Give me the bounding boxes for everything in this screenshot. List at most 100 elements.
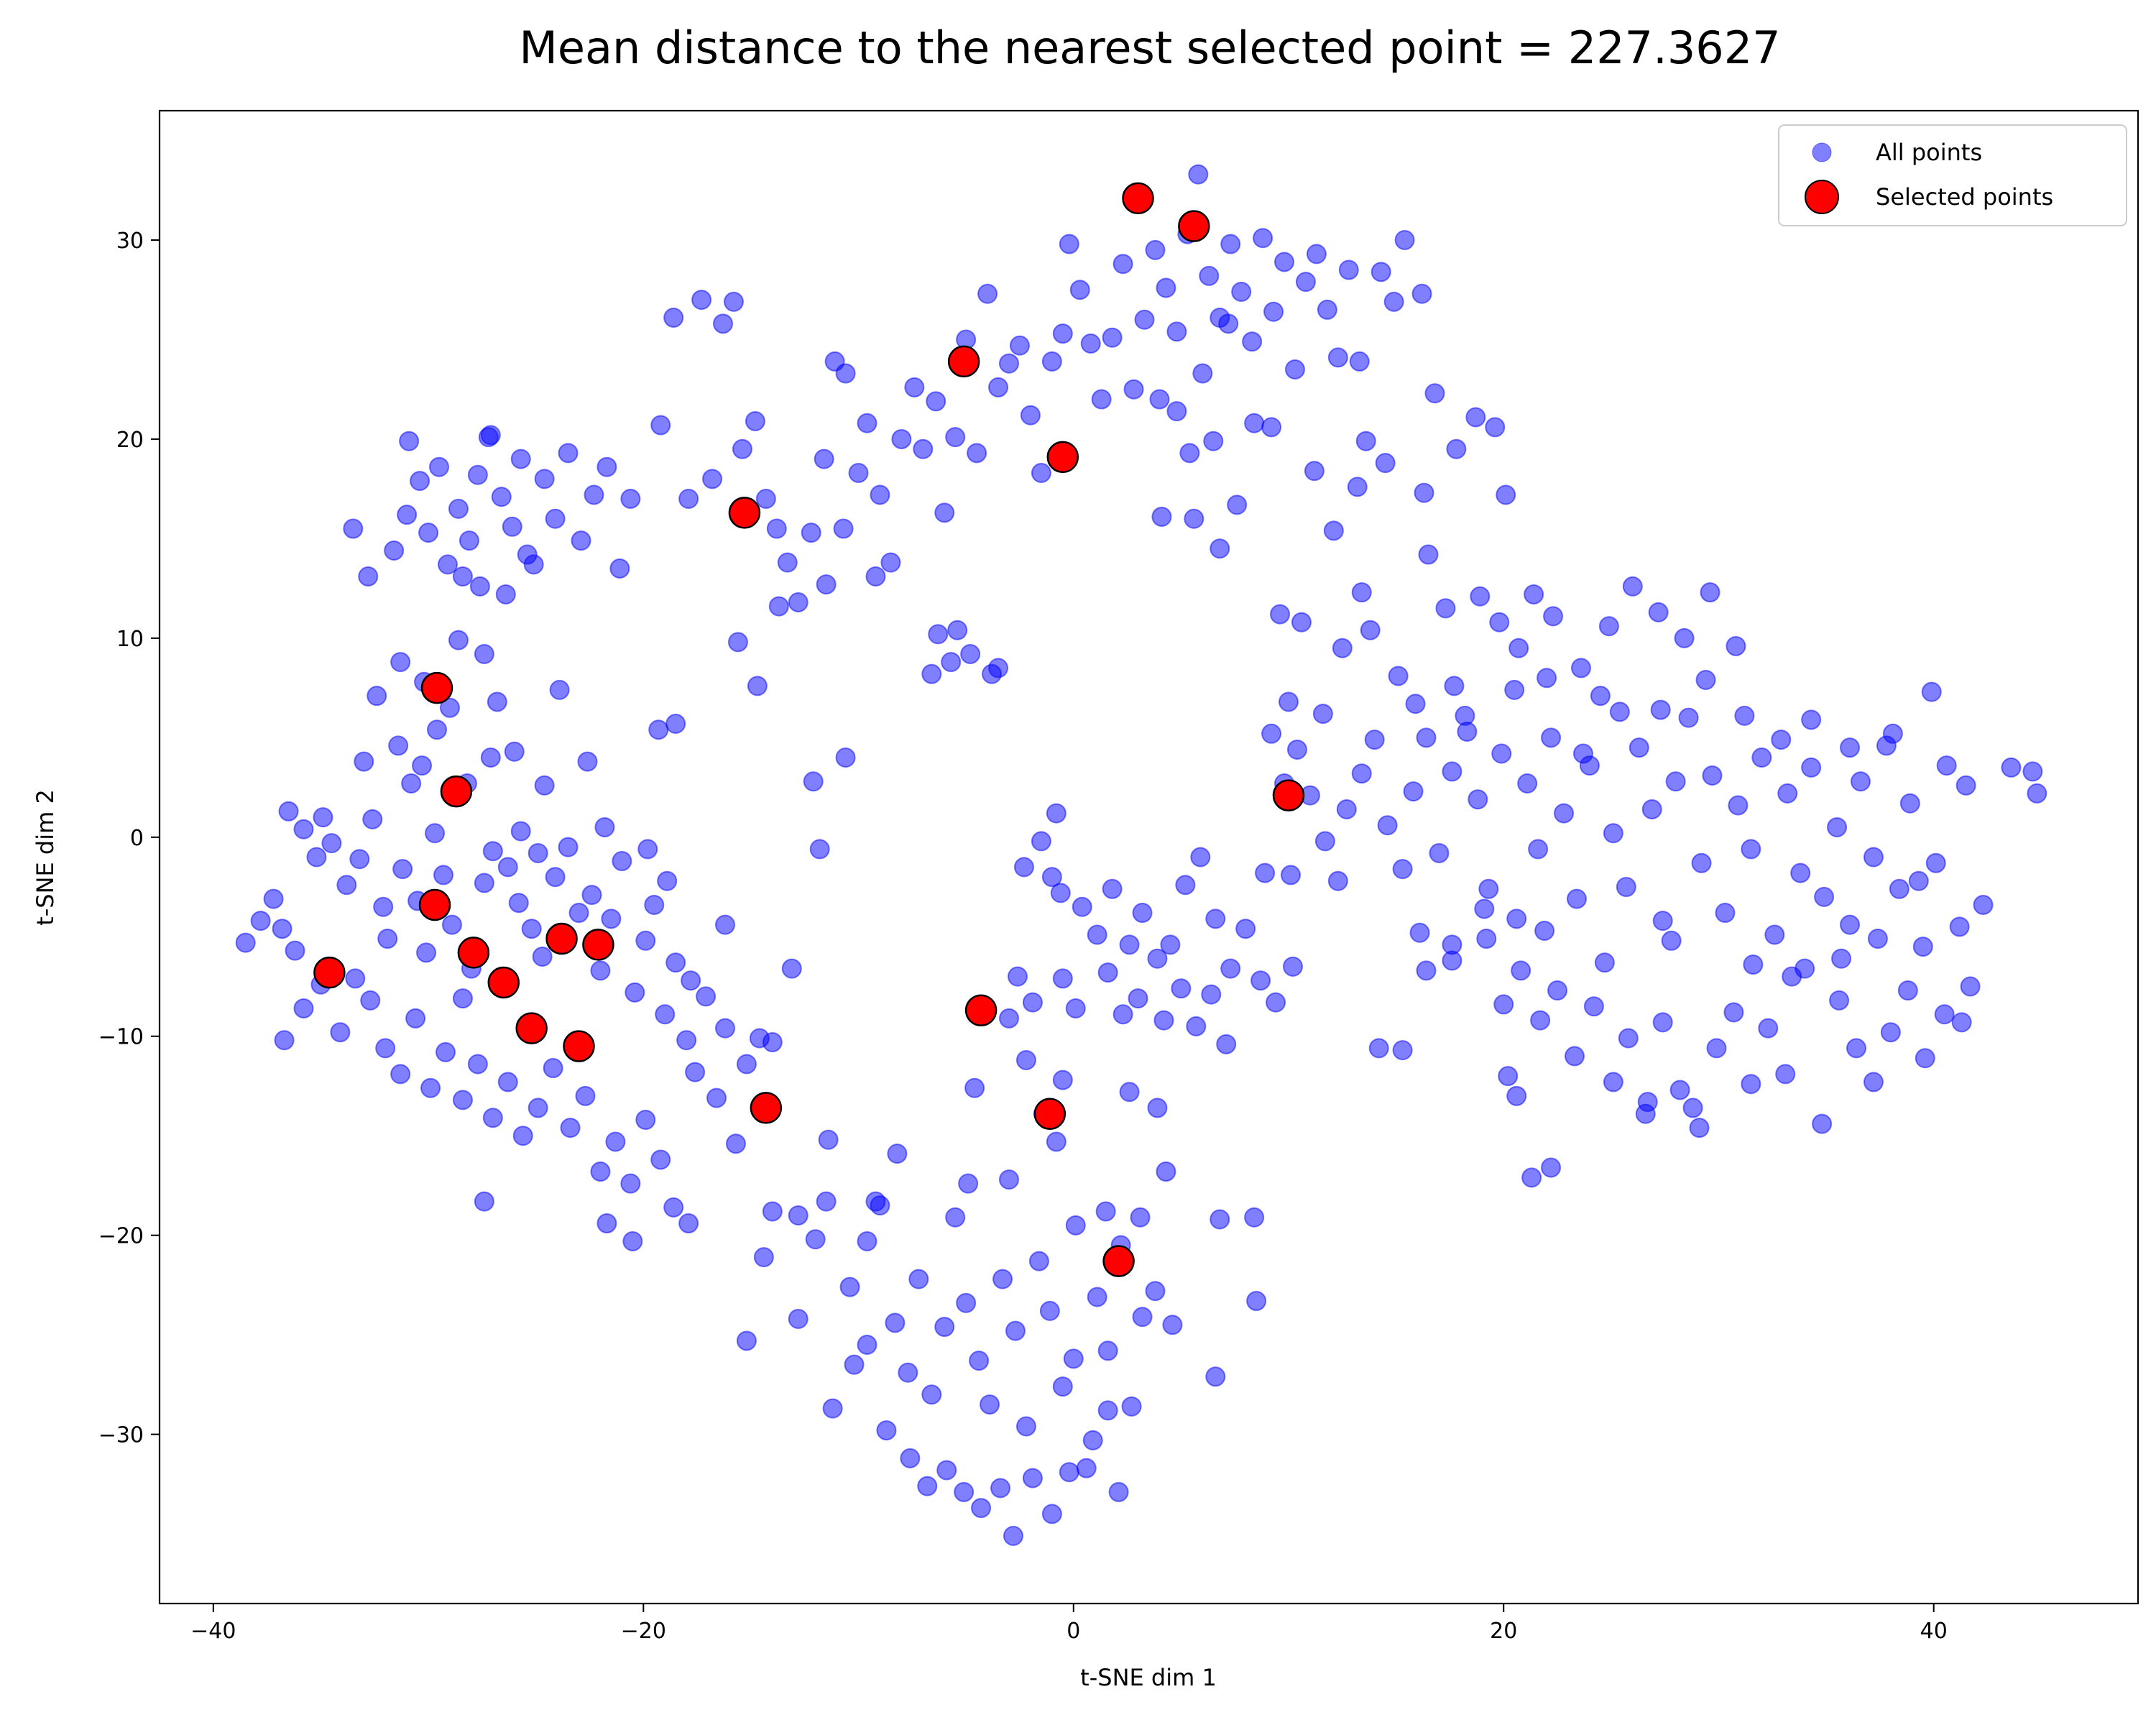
scatter-point: [835, 748, 856, 768]
scatter-point: [452, 988, 473, 1009]
scatter-point: [250, 911, 271, 932]
scatter-point: [1951, 1012, 1972, 1033]
scatter-point: [571, 530, 591, 551]
x-tick-label: 40: [1920, 1619, 1948, 1644]
scatter-point: [401, 773, 422, 794]
scatter-point: [388, 735, 409, 756]
scatter-point: [1882, 723, 1903, 744]
scatter-point: [1261, 417, 1282, 438]
scatter-point: [1052, 323, 1073, 344]
scatter-point: [1314, 831, 1335, 852]
scatter-point: [1934, 1004, 1955, 1025]
scatter-point: [998, 1169, 1019, 1190]
scatter-point: [1782, 966, 1802, 987]
scatter-point: [1628, 737, 1649, 758]
scatter-point: [1210, 1209, 1230, 1230]
scatter-point: [1424, 383, 1445, 404]
scatter-point: [2001, 757, 2022, 778]
scatter-point: [1041, 351, 1062, 372]
scatter-point: [1850, 771, 1871, 792]
scatter-point: [1184, 508, 1204, 529]
scatter-point: [908, 1269, 929, 1289]
scatter-point: [1121, 1396, 1142, 1417]
scatter-point: [663, 308, 684, 328]
scatter-point: [596, 456, 617, 477]
scatter-point: [1416, 960, 1437, 981]
scatter-point: [956, 1292, 977, 1313]
scatter-point: [1351, 763, 1372, 784]
scatter-point: [349, 849, 370, 870]
scatter-point: [1377, 815, 1398, 836]
scatter-point: [934, 1317, 955, 1338]
scatter-point: [1022, 1468, 1043, 1489]
scatter-point: [1227, 494, 1248, 515]
scatter-point: [921, 663, 942, 684]
selected-point: [313, 956, 346, 989]
scatter-point: [1590, 686, 1611, 707]
scatter-point: [1541, 727, 1562, 748]
scatter-point: [1203, 431, 1224, 451]
scatter-point: [678, 1213, 699, 1234]
scatter-point: [1059, 1462, 1079, 1483]
scatter-point: [590, 960, 611, 981]
scatter-point: [788, 592, 808, 613]
scatter-point: [497, 857, 518, 878]
scatter-point: [392, 859, 413, 880]
scatter-point: [1652, 1012, 1673, 1033]
scatter-point: [702, 469, 723, 489]
selected-point: [1178, 210, 1210, 242]
y-tick-label: 10: [116, 627, 144, 652]
scatter-point: [1162, 1315, 1183, 1335]
scatter-point: [1867, 929, 1888, 949]
selected-point: [545, 922, 578, 955]
scatter-point: [1147, 948, 1168, 969]
scatter-point: [1442, 934, 1462, 955]
scatter-point: [844, 1354, 865, 1375]
scatter-point: [1541, 1157, 1562, 1178]
scatter-point: [235, 932, 256, 953]
scatter-point: [625, 982, 645, 1003]
scatter-point: [452, 1090, 473, 1110]
scatter-point: [685, 1062, 706, 1082]
scatter-point: [362, 809, 383, 829]
scatter-point: [1695, 670, 1716, 691]
scatter-point: [1065, 1215, 1086, 1236]
scatter-point: [1147, 1098, 1168, 1118]
scatter-point: [1764, 924, 1785, 945]
selected-point: [750, 1092, 783, 1124]
scatter-point: [1097, 962, 1118, 983]
scatter-point: [857, 413, 877, 433]
scatter-point: [1831, 948, 1852, 969]
scatter-point: [1921, 681, 1942, 702]
scatter-point: [1130, 1207, 1151, 1228]
scatter-point: [510, 821, 531, 842]
scatter-point: [293, 998, 314, 1018]
scatter-point: [768, 596, 789, 617]
scatter-point: [1338, 259, 1359, 280]
scatter-point: [1485, 417, 1506, 438]
scatter-point: [263, 888, 284, 909]
scatter-point: [1072, 896, 1092, 917]
scatter-point: [1210, 538, 1230, 559]
scatter-point: [648, 719, 669, 740]
scatter-point: [1758, 1018, 1779, 1039]
scatter-point: [1244, 413, 1265, 433]
scatter-point: [1175, 875, 1196, 896]
scatter-point: [1465, 407, 1486, 428]
scatter-point: [1383, 291, 1404, 312]
scatter-point: [945, 427, 966, 448]
scatter-point: [1547, 980, 1568, 1001]
scatter-point: [375, 1038, 396, 1059]
scatter-point: [1188, 164, 1209, 185]
scatter-point: [1543, 606, 1564, 627]
scatter-point: [358, 566, 379, 587]
scatter-point: [1031, 463, 1051, 484]
scatter-point: [727, 632, 748, 653]
scatter-point: [1829, 990, 1850, 1011]
scatter-point: [1279, 691, 1299, 712]
scatter-point: [467, 464, 488, 485]
scatter-point: [891, 428, 912, 449]
scatter-point: [1007, 966, 1028, 987]
scatter-point: [622, 1230, 643, 1251]
scatter-point: [510, 448, 531, 469]
